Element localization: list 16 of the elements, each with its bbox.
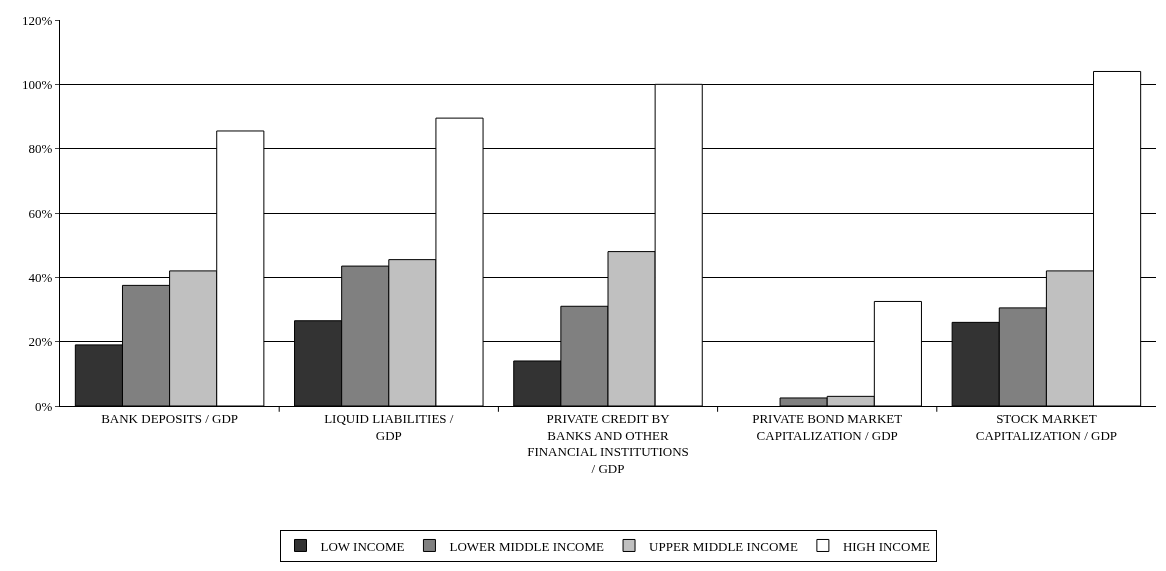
legend-label: LOWER MIDDLE INCOME (449, 538, 605, 554)
legend-label: UPPER MIDDLE INCOME (649, 538, 798, 554)
y-tick-label: 120% (22, 12, 53, 28)
x-tick-label: STOCK MARKET CAPITALIZATION / GDP (975, 410, 1118, 443)
x-tick-label: PRIVATE CREDIT BY BANKS AND OTHER FINANCIAL INSTITUTIONS / GDP (527, 410, 689, 477)
y-tick-label: 0% (35, 398, 53, 414)
y-tick-label: 40% (28, 269, 53, 285)
legend-label: HIGH INCOME (842, 538, 930, 554)
y-tick-label: 60% (28, 205, 53, 221)
y-tick-label: 100% (22, 76, 53, 92)
x-tick-label: PRIVATE BOND MARKET CAPITALIZATION / GDP (752, 410, 903, 443)
x-tick-label: BANK DEPOSITS / GDP (101, 410, 239, 426)
y-tick-label: 20% (28, 334, 53, 350)
legend-label: LOW INCOME (320, 538, 405, 554)
y-tick-label: 80% (28, 141, 53, 157)
x-tick-label: LIQUID LIABILITIES / GDP (324, 410, 454, 443)
